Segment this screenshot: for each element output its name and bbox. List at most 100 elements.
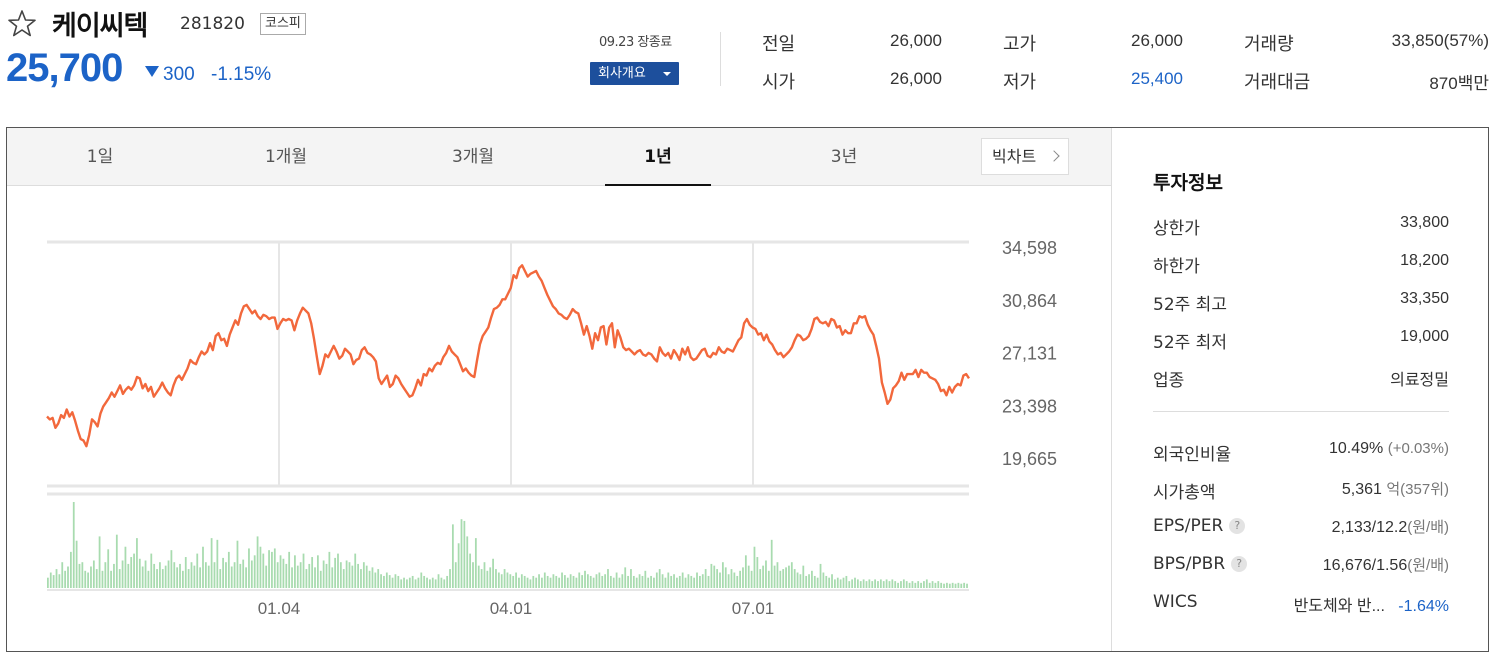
volume-bar — [104, 562, 107, 588]
volume-bar — [236, 540, 239, 588]
volume-bar — [374, 572, 377, 588]
foreign-ratio-number: 10.49% — [1328, 440, 1384, 457]
volume-bar — [673, 574, 675, 588]
volume-bar — [362, 562, 365, 588]
info-row: BPS/PBR? 16,676/1.56(원/배) — [1153, 554, 1449, 580]
tab-3year[interactable]: 3년 — [830, 147, 858, 167]
volume-bar — [469, 553, 471, 588]
volume-bar — [512, 575, 515, 588]
volume-bar — [865, 581, 868, 588]
volume-bar — [934, 582, 937, 588]
prev-close-label: 전일 — [762, 34, 796, 55]
volume-bar — [627, 575, 629, 588]
volume-bar — [632, 575, 635, 588]
info-row: WICS 반도체와 반... -1.64% — [1153, 592, 1449, 618]
foreign-ratio-change: (+0.03%) — [1387, 440, 1449, 457]
volume-bar — [891, 579, 894, 588]
volume-bar — [877, 581, 879, 588]
volume-label: 거래량 — [1244, 34, 1294, 55]
volume-bar — [279, 555, 282, 588]
volume-bar — [147, 570, 150, 588]
volume-bar — [440, 577, 443, 588]
upper-limit-label: 상한가 — [1153, 219, 1200, 239]
volume-bar — [730, 569, 733, 588]
volume-bar — [615, 572, 618, 588]
company-overview-button[interactable]: 회사개요 — [590, 62, 679, 85]
star-icon[interactable] — [6, 8, 38, 40]
volume-bar — [107, 549, 110, 588]
volume-bar — [957, 582, 960, 588]
volume-bar — [538, 574, 540, 588]
volume-bar — [248, 548, 250, 588]
volume-bar — [762, 565, 764, 588]
volume-bar — [747, 565, 750, 588]
upper-limit-value: 33,800 — [1400, 214, 1449, 231]
price-chart[interactable]: 34,598 30,864 27,131 23,398 19,665 01.04 04.01… — [7, 186, 1111, 651]
tab-3month[interactable]: 3개월 — [451, 147, 495, 167]
volume-bar — [227, 551, 230, 588]
volume-bar — [509, 574, 512, 588]
chart-panel: 1일 1개월 3개월 1년 3년 빅차트 34,598 30,864 27,131 2… — [6, 127, 1489, 652]
divider — [720, 32, 721, 86]
info-row: 외국인비율 10.49% (+0.03%) — [1153, 440, 1449, 466]
tab-1month[interactable]: 1개월 — [264, 147, 308, 167]
volume-bar — [394, 574, 397, 588]
bigchart-label: 빅차트 — [992, 147, 1037, 166]
wics-sector[interactable]: 반도체와 반... — [1293, 598, 1385, 615]
volume-bar — [483, 562, 486, 588]
volume-bar — [118, 569, 121, 588]
y-tick-label: 19,665 — [1002, 449, 1057, 469]
volume-bar — [101, 570, 104, 588]
volume-bar — [736, 575, 739, 588]
volume-bar — [813, 575, 816, 588]
volume-bar — [917, 581, 920, 588]
info-row: 하한가 18,200 — [1153, 252, 1449, 278]
volume-bar — [946, 582, 948, 588]
low-label: 저가 — [1003, 72, 1037, 93]
volume-bar — [592, 577, 595, 588]
volume-bar — [696, 572, 698, 588]
info-row: EPS/PER? 2,133/12.2(원/배) — [1153, 516, 1449, 542]
market-cap-label: 시가총액 — [1153, 483, 1216, 503]
volume-bar — [727, 574, 730, 588]
volume-bar — [925, 579, 928, 588]
volume-bar — [58, 574, 61, 588]
volume-bar — [383, 575, 385, 588]
bigchart-button[interactable]: 빅차트 — [981, 138, 1069, 175]
volume-bar — [242, 559, 245, 588]
y-tick-label: 27,131 — [1002, 344, 1057, 364]
market-cap-rank: 억(357위) — [1386, 481, 1449, 498]
help-icon[interactable]: ? — [1229, 518, 1246, 534]
volume-bar — [558, 577, 561, 588]
volume-bar — [584, 570, 586, 588]
volume-bar — [905, 581, 908, 588]
volume-bar — [713, 565, 716, 588]
volume-bar — [733, 572, 736, 588]
volume-bar — [420, 572, 423, 588]
tab-1year[interactable]: 1년 — [605, 128, 711, 186]
volume-bar — [859, 581, 862, 588]
volume-bar — [721, 562, 724, 588]
volume-bar — [719, 572, 721, 588]
volume-bar — [78, 563, 81, 588]
volume-bar — [136, 538, 138, 588]
volume-bar — [365, 565, 368, 588]
wics-value[interactable]: 반도체와 반... -1.64% — [1294, 592, 1449, 616]
volume-bar — [314, 567, 316, 588]
volume-bar — [670, 575, 673, 588]
volume-bar — [641, 575, 644, 588]
stock-name: 케이씨텍 — [52, 11, 148, 42]
volume-bar — [305, 569, 308, 588]
volume-bar — [664, 577, 667, 588]
volume-bar — [759, 569, 762, 588]
help-icon[interactable]: ? — [1231, 556, 1248, 572]
chevron-right-icon — [1048, 150, 1060, 162]
volume-bar — [742, 567, 744, 588]
volume-bar — [681, 572, 684, 588]
volume-bar — [466, 536, 469, 588]
info-row: 52주 최저 19,000 — [1153, 328, 1449, 354]
tab-1day[interactable]: 1일 — [86, 147, 114, 167]
volume-bar — [61, 562, 64, 588]
volume-bar — [184, 557, 187, 588]
open-label: 시가 — [762, 72, 796, 93]
